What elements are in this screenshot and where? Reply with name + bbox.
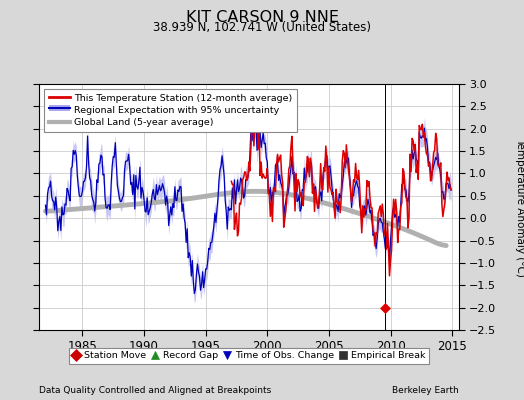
Text: KIT CARSON 9 NNE: KIT CARSON 9 NNE	[185, 10, 339, 25]
Text: 38.939 N, 102.741 W (United States): 38.939 N, 102.741 W (United States)	[153, 21, 371, 34]
Text: Berkeley Earth: Berkeley Earth	[392, 386, 458, 395]
Legend: Station Move, Record Gap, Time of Obs. Change, Empirical Break: Station Move, Record Gap, Time of Obs. C…	[69, 348, 429, 364]
Y-axis label: Temperature Anomaly (°C): Temperature Anomaly (°C)	[516, 138, 524, 276]
Text: Data Quality Controlled and Aligned at Breakpoints: Data Quality Controlled and Aligned at B…	[39, 386, 271, 395]
Legend: This Temperature Station (12-month average), Regional Expectation with 95% uncer: This Temperature Station (12-month avera…	[44, 89, 297, 132]
